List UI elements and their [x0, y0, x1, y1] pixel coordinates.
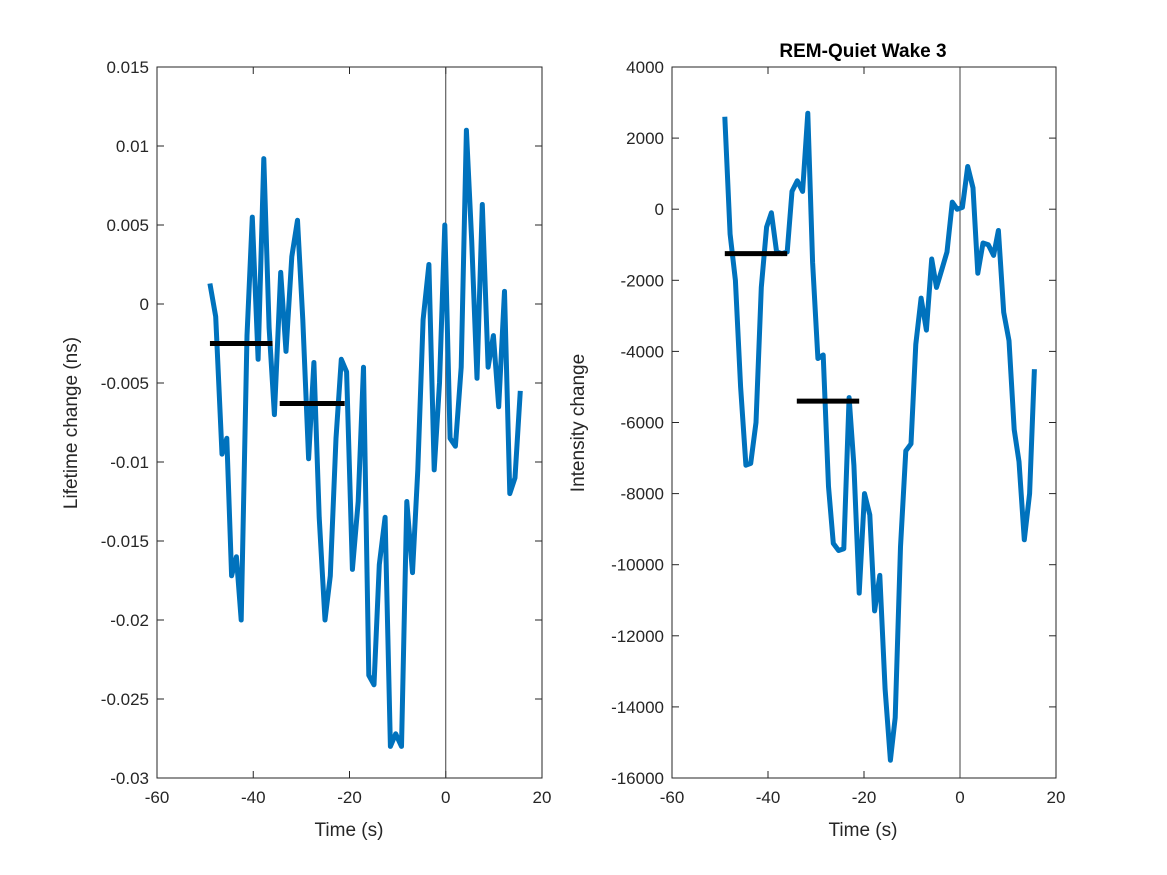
y-tick-label: -4000	[621, 342, 664, 361]
x-tick-label: -40	[756, 788, 781, 807]
chart-title: REM-Quiet Wake 3	[779, 41, 946, 62]
y-tick-label: -8000	[621, 485, 664, 504]
y-tick-label: -0.015	[101, 532, 149, 551]
y-tick-label: -14000	[611, 698, 664, 717]
x-tick-label: 0	[441, 788, 450, 807]
y-tick-label: 0.01	[116, 137, 149, 156]
x-tick-label: -40	[241, 788, 266, 807]
y-tick-label: -2000	[621, 271, 664, 290]
x-tick-label: -20	[337, 788, 362, 807]
y-tick-label: -0.01	[110, 453, 149, 472]
x-axis-label: Time (s)	[829, 820, 898, 841]
y-axis-label: Intensity change	[568, 354, 589, 492]
y-tick-label: -0.025	[101, 690, 149, 709]
x-tick-label: 0	[955, 788, 964, 807]
x-tick-label: -20	[852, 788, 877, 807]
y-tick-label: 0.005	[106, 216, 149, 235]
y-tick-label: 4000	[626, 58, 664, 77]
y-tick-label: 2000	[626, 129, 664, 148]
y-axis-label: Lifetime change (ns)	[61, 337, 82, 509]
x-tick-label: 20	[1047, 788, 1066, 807]
y-tick-label: -10000	[611, 556, 664, 575]
y-tick-label: -0.03	[110, 769, 149, 788]
x-tick-label: -60	[145, 788, 170, 807]
y-tick-label: -0.005	[101, 374, 149, 393]
y-tick-label: -16000	[611, 769, 664, 788]
y-tick-label: -12000	[611, 627, 664, 646]
x-tick-label: -60	[660, 788, 685, 807]
y-tick-label: 0	[655, 200, 664, 219]
x-tick-label: 20	[533, 788, 552, 807]
y-tick-label: 0.015	[106, 58, 149, 77]
y-tick-label: 0	[140, 295, 149, 314]
x-axis-label: Time (s)	[315, 820, 384, 841]
y-tick-label: -0.02	[110, 611, 149, 630]
y-tick-label: -6000	[621, 414, 664, 433]
